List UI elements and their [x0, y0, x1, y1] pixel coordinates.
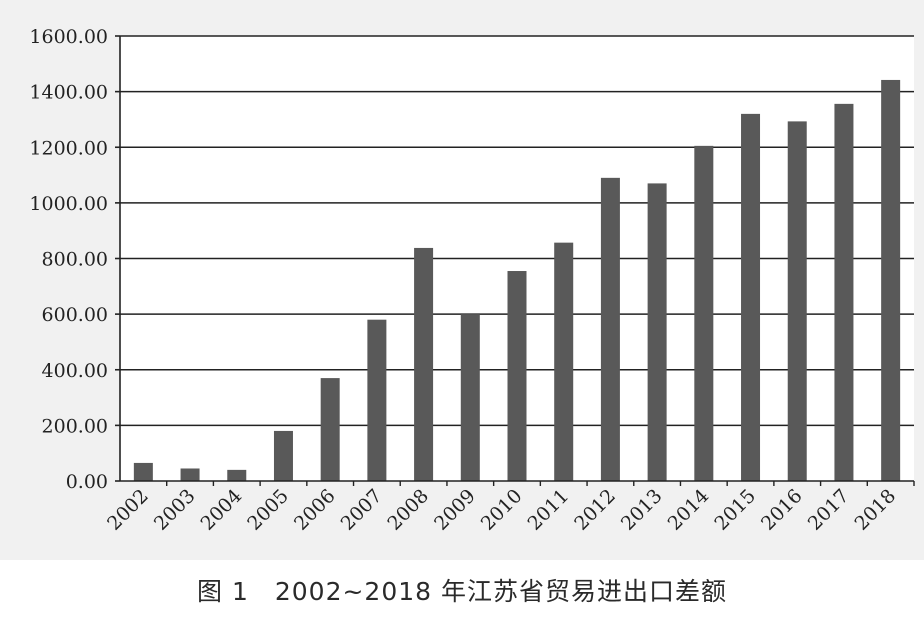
x-tick-label: 2018 — [850, 485, 900, 535]
x-tick-label: 2013 — [617, 485, 667, 535]
bar — [227, 469, 247, 481]
y-tick-labels: 0.00 200.00 400.00 600.00 800.00 1000.00 1200.… — [29, 26, 108, 493]
x-tick-label: 2003 — [150, 485, 200, 535]
bar — [787, 121, 807, 482]
bar — [133, 462, 153, 481]
x-tick-label: 2015 — [710, 485, 760, 535]
y-tick-label: 200.00 — [42, 415, 108, 437]
bar — [507, 271, 527, 481]
y-tick-label: 400.00 — [42, 360, 108, 382]
y-tick-label: 1200.00 — [29, 137, 108, 159]
chart-figure: 0.00 200.00 400.00 600.00 800.00 1000.00 1200.… — [0, 0, 924, 560]
x-tick-labels: 2002200320042005200620072008200920102011… — [103, 485, 900, 535]
bar-chart: 0.00 200.00 400.00 600.00 800.00 1000.00 1200.… — [29, 26, 915, 535]
y-tick-label: 1600.00 — [29, 26, 108, 48]
x-tick-label: 2009 — [430, 485, 480, 535]
bar — [694, 145, 714, 481]
bars — [133, 79, 901, 482]
axes — [115, 35, 915, 486]
bar — [414, 247, 434, 481]
x-tick-label: 2014 — [664, 485, 714, 535]
y-tick-label: 1400.00 — [29, 82, 108, 104]
y-tick-label: 600.00 — [42, 304, 108, 326]
bar — [741, 113, 761, 481]
x-tick-label: 2017 — [804, 485, 854, 535]
bar — [367, 319, 387, 481]
bar — [881, 79, 901, 481]
bar — [460, 314, 480, 481]
x-tick-label: 2007 — [337, 485, 387, 535]
x-tick-label: 2004 — [197, 485, 247, 535]
x-tick-label: 2016 — [757, 485, 807, 535]
x-tick-label: 2005 — [243, 485, 293, 535]
x-tick-label: 2011 — [523, 485, 573, 535]
bar — [647, 183, 667, 481]
bar — [600, 177, 620, 481]
bar — [180, 468, 200, 481]
y-tick-label: 1000.00 — [29, 193, 108, 215]
bar — [320, 378, 340, 481]
x-tick-label: 2006 — [290, 485, 340, 535]
y-tick-label: 0.00 — [66, 471, 108, 493]
x-tick-label: 2010 — [477, 485, 527, 535]
x-tick-label: 2012 — [570, 485, 620, 535]
bar — [273, 430, 293, 481]
x-tick-label: 2002 — [103, 485, 153, 535]
y-tick-label: 800.00 — [42, 249, 108, 271]
bar — [834, 103, 854, 482]
figure-caption: 图 1 2002~2018 年江苏省贸易进出口差额 — [197, 577, 727, 606]
bar — [554, 242, 574, 481]
x-tick-label: 2008 — [383, 485, 433, 535]
